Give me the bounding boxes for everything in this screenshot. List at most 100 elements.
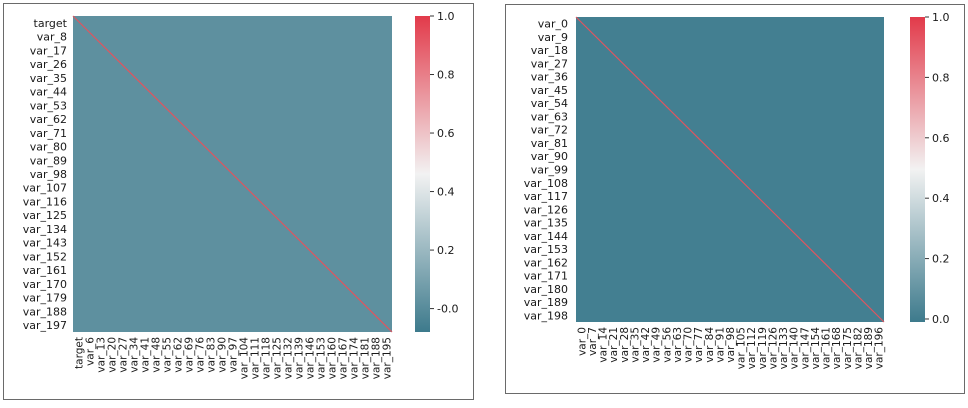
diagonal-line-left [72, 15, 393, 333]
y-tick-label: var_17 [30, 44, 67, 57]
y-tick-label: var_36 [531, 71, 568, 84]
x-tick-label: var_27 [118, 337, 130, 373]
x-tick-label: var_56 [661, 327, 673, 363]
y-tick-label: var_53 [30, 99, 67, 112]
x-tick-label: var_55 [162, 337, 174, 373]
x-tick-label: var_41 [140, 337, 152, 373]
y-tick-label: var_44 [30, 86, 67, 99]
heatmap-panel-left: target var_8 var_17 var_26 var_35 var_44 var_5… [3, 3, 474, 400]
colorbar-tick-label: 0.6 [437, 127, 455, 140]
x-tick-label: var_69 [184, 337, 196, 373]
x-tick-label: var_98 [725, 327, 737, 363]
y-tick-label: var_108 [524, 177, 568, 190]
x-tick-label: var_161 [821, 327, 833, 369]
y-tick-label: var_170 [23, 278, 67, 291]
colorbar-tick-label: 0.4 [437, 186, 455, 199]
x-tick-label: var_49 [651, 327, 663, 363]
x-tick-label: var_160 [327, 337, 339, 379]
y-tick-label: var_9 [538, 31, 568, 44]
x-tick-label: var_28 [619, 327, 631, 363]
y-tick-label: var_198 [524, 309, 568, 322]
y-tick-label: var_63 [531, 110, 568, 123]
x-tick-label: var_181 [360, 337, 372, 379]
x-tick-label: var_118 [261, 337, 273, 379]
y-tick-label: var_45 [531, 84, 568, 97]
x-tick-label: var_97 [228, 337, 240, 373]
y-tick-label: var_153 [524, 243, 568, 256]
x-tick-label: var_105 [736, 327, 748, 369]
y-tick-label: var_125 [23, 209, 67, 222]
y-tick-label: var_18 [531, 44, 568, 57]
x-tick-label: var_147 [799, 327, 811, 369]
x-tick-label: var_34 [129, 337, 141, 373]
x-tick-label: var_63 [672, 327, 684, 363]
y-tick-label: var_71 [30, 127, 67, 140]
y-tick-label: var_135 [524, 217, 568, 230]
colorbar-tick-label: 0.0 [932, 313, 950, 326]
x-tick-label: var_62 [173, 337, 185, 373]
y-tick-label: var_72 [531, 124, 568, 137]
y-tick-label: var_179 [23, 292, 67, 305]
x-tick-label: var_104 [239, 337, 251, 380]
y-tick-label: var_54 [531, 97, 568, 110]
x-tick-label: var_125 [272, 337, 284, 379]
correlation-heatmap-right: var_0var_9var_18var_27var_36var_45var_54… [524, 11, 950, 370]
y-tick-label: var_171 [524, 270, 568, 283]
y-tick-label: var_152 [23, 250, 67, 263]
x-tick-label: var_153 [316, 337, 328, 379]
x-tick-label: var_21 [608, 327, 620, 363]
x-tick-label: var_174 [349, 337, 361, 380]
x-tick-label: var_139 [294, 337, 306, 379]
colorbar-tick-label: -0.0 [437, 303, 458, 316]
y-tick-label: var_27 [531, 57, 568, 70]
x-tick-label: var_7 [587, 327, 599, 356]
x-tick-label: var_70 [683, 327, 695, 363]
y-tick-label: var_99 [531, 164, 568, 177]
x-tick-label: var_0 [576, 327, 588, 356]
x-tick-label: var_133 [778, 327, 790, 369]
y-tick-label: var_144 [524, 230, 568, 243]
y-tick-label: var_161 [23, 264, 67, 277]
x-tick-label: var_35 [629, 327, 641, 363]
x-tick-label: var_167 [338, 337, 350, 379]
x-tick-label: var_91 [714, 327, 726, 363]
heatmap-panel-right: var_0 var_9 var_18 var_27 var_36 var_45 var_54… [505, 4, 965, 394]
y-tick-label: var_90 [531, 150, 568, 163]
y-tick-label: var_8 [37, 31, 67, 44]
x-tick-label: var_189 [863, 327, 875, 369]
x-tick-label: var_196 [874, 327, 886, 370]
x-tick-label: var_76 [195, 337, 207, 373]
colorbar-tick-label: 0.2 [932, 253, 950, 266]
x-tick-label: var_195 [382, 337, 394, 379]
colorbar-tick-label: 1.0 [437, 10, 455, 23]
x-tick-label: var_175 [842, 327, 854, 369]
colorbar-tick-label: 0.2 [437, 244, 455, 257]
x-tick-label: var_154 [810, 327, 822, 370]
colorbar-tick-label: 0.4 [932, 192, 950, 205]
colorbar-right [910, 17, 925, 322]
x-tick-label: var_14 [598, 327, 610, 363]
y-tick-label: var_162 [524, 256, 568, 269]
x-tick-label: var_42 [640, 327, 652, 363]
x-tick-label: var_188 [371, 337, 383, 379]
y-tick-label: var_116 [23, 195, 67, 208]
colorbar-tick-label: 0.6 [932, 132, 950, 145]
y-tick-label: var_89 [30, 154, 67, 167]
x-tick-label: var_13 [96, 337, 108, 373]
colorbar-tick-label: 1.0 [932, 11, 950, 24]
x-tick-label: var_83 [206, 337, 218, 373]
x-tick-label: var_111 [250, 337, 262, 379]
colorbar-tick-label: 0.8 [437, 69, 455, 82]
y-tick-label: var_62 [30, 113, 67, 126]
x-tick-label: var_6 [85, 337, 97, 366]
y-tick-label: var_134 [23, 223, 67, 236]
x-tick-label: var_90 [217, 337, 229, 373]
x-tick-label: var_112 [746, 327, 758, 369]
y-tick-label: var_26 [30, 58, 67, 71]
x-tick-label: var_182 [852, 327, 864, 369]
x-tick-label: var_77 [693, 327, 705, 363]
y-tick-label: var_0 [538, 18, 568, 31]
x-tick-label: var_119 [757, 327, 769, 369]
x-tick-label: var_48 [151, 337, 163, 373]
x-tick-label: var_132 [283, 337, 295, 379]
